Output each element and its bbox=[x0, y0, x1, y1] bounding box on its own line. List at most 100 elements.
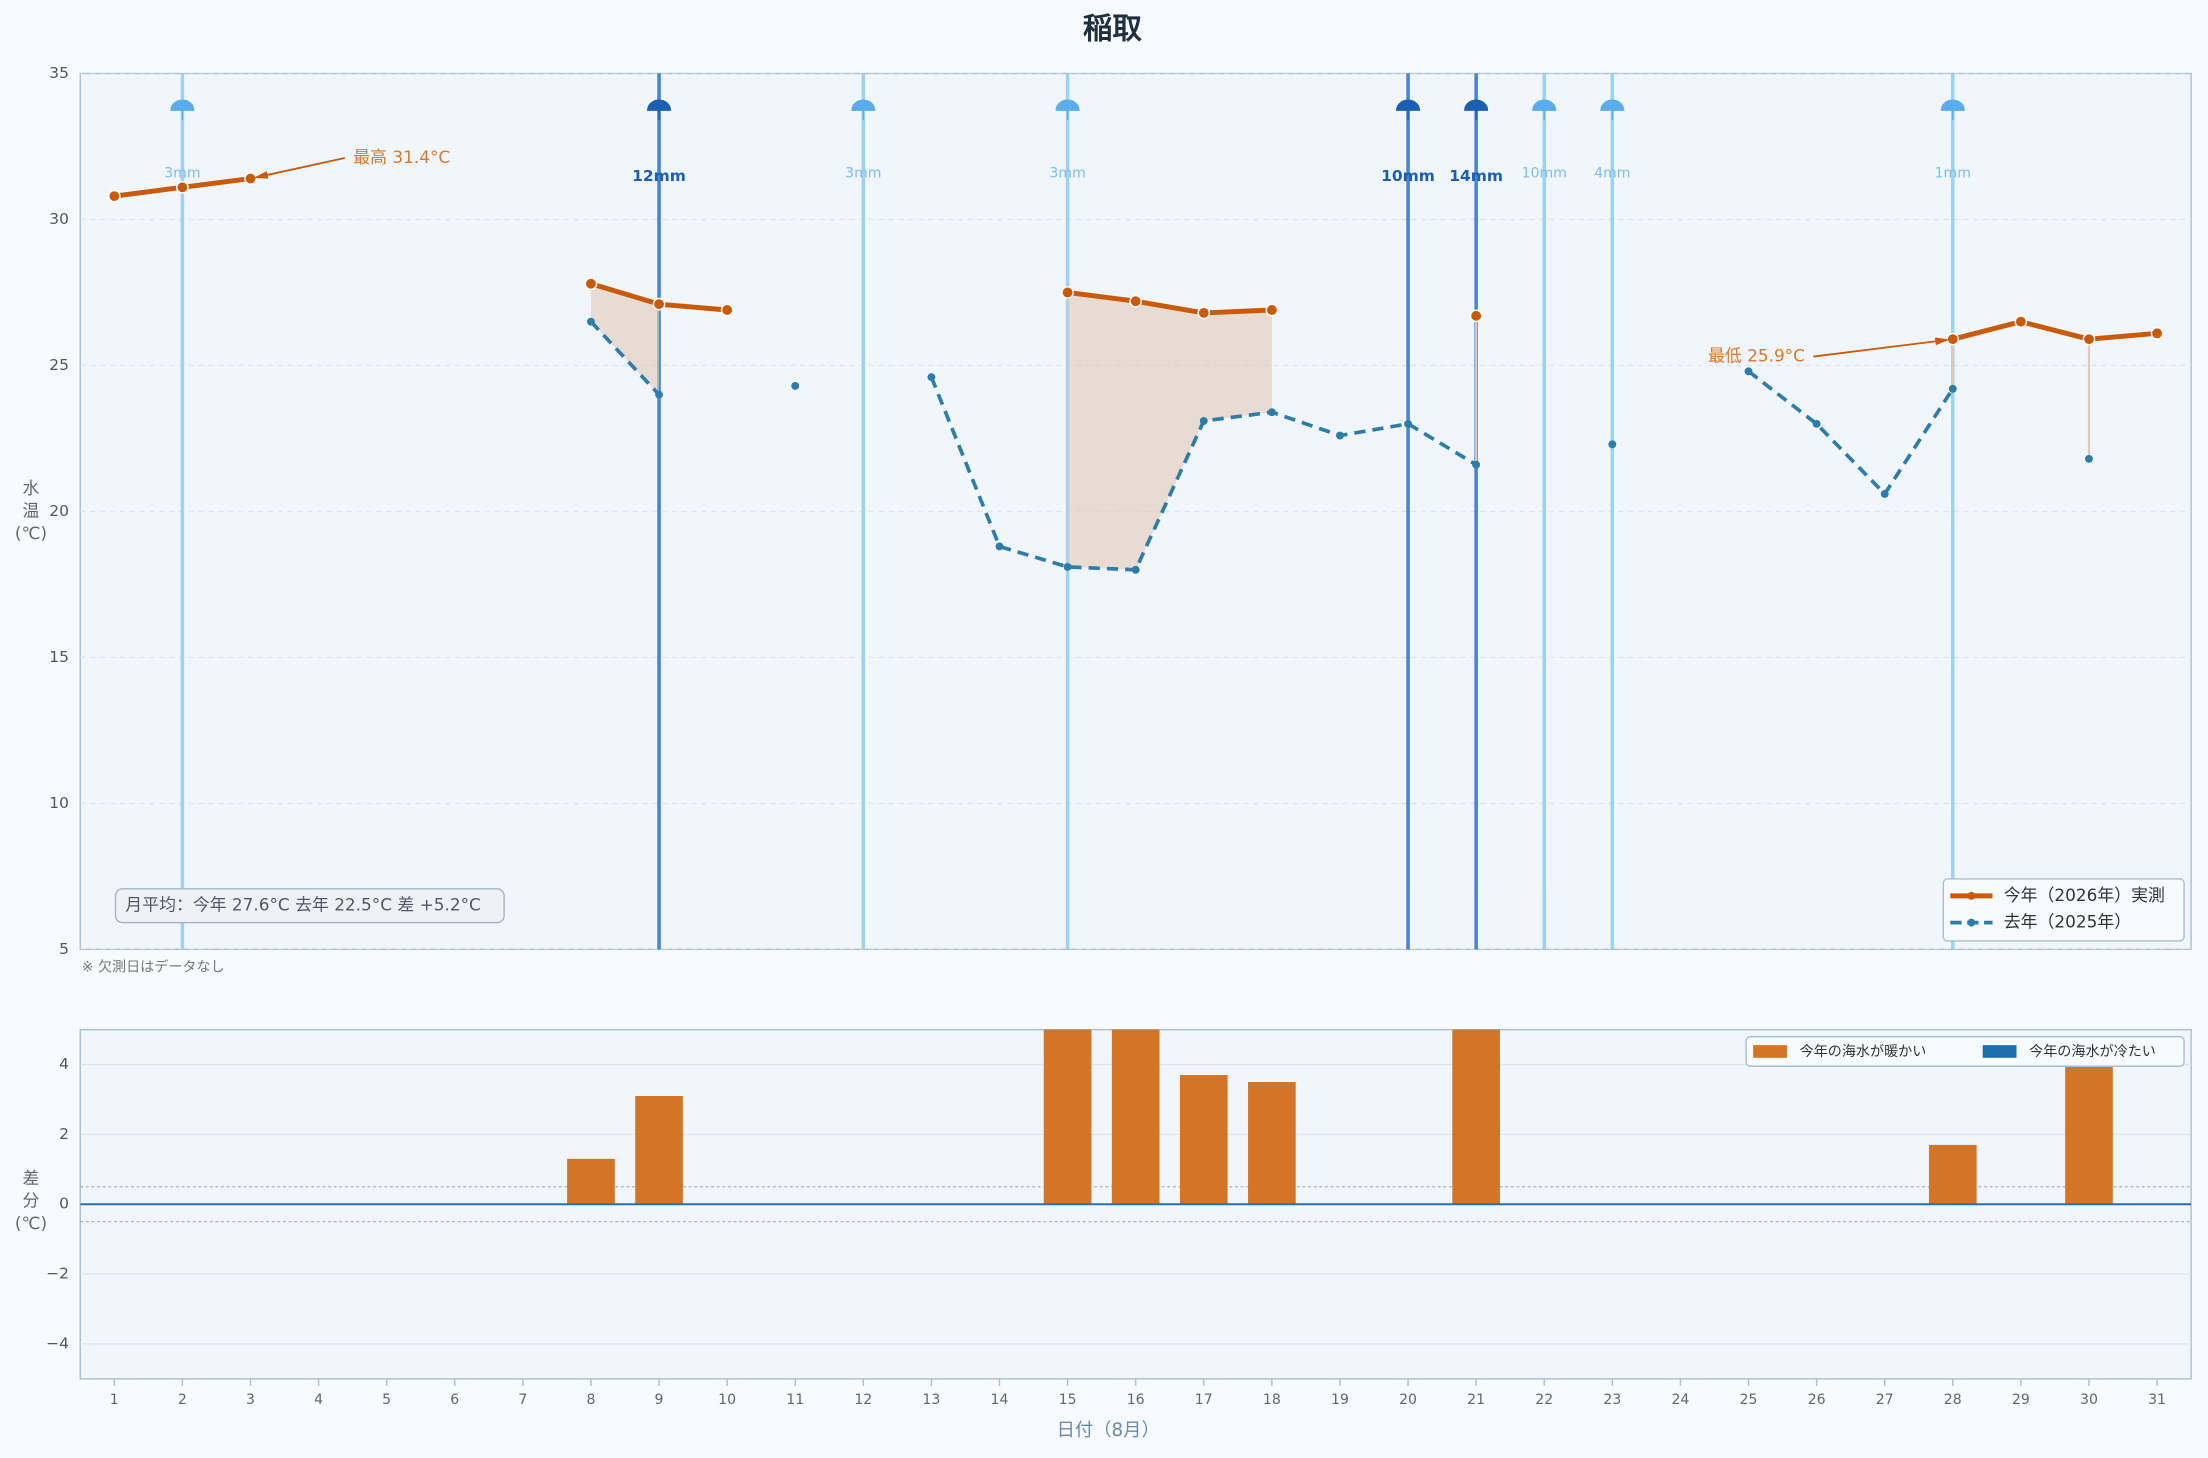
summary: 月平均：今年 27.6°C 去年 22.5°C 差 +5.2°C bbox=[125, 895, 480, 915]
annotation-arrowhead bbox=[1934, 337, 1950, 346]
series-marker bbox=[1608, 440, 1617, 449]
series-marker bbox=[720, 303, 734, 317]
x-tick-label: 29 bbox=[2012, 1392, 2030, 1408]
series-marker bbox=[1265, 303, 1279, 317]
series-marker bbox=[1948, 384, 1957, 393]
y-tick-label: 15 bbox=[49, 648, 69, 666]
y-tick-label: −4 bbox=[46, 1334, 69, 1352]
summary-box bbox=[114, 888, 505, 924]
series-marker bbox=[107, 189, 121, 203]
series-marker bbox=[927, 373, 936, 382]
series-marker bbox=[584, 277, 598, 291]
legend-swatch bbox=[1982, 1045, 2017, 1058]
series-marker bbox=[176, 181, 189, 194]
series-marker bbox=[791, 381, 800, 390]
y-axis-label: 水温(℃) bbox=[15, 478, 47, 543]
rain-label: 10mm bbox=[1522, 165, 1567, 181]
x-tick-label: 6 bbox=[450, 1392, 459, 1408]
series-marker bbox=[1880, 489, 1889, 498]
bar bbox=[567, 1158, 615, 1205]
series-marker bbox=[995, 542, 1004, 551]
rain-label: 4mm bbox=[1594, 165, 1630, 181]
x-tick-label: 28 bbox=[1944, 1392, 1962, 1408]
series-marker bbox=[655, 390, 663, 399]
annotation-arrow bbox=[1813, 339, 1945, 358]
x-tick-label: 4 bbox=[314, 1392, 323, 1408]
series-marker bbox=[1197, 306, 1211, 320]
x-tick-label: 1 bbox=[110, 1392, 119, 1408]
x-tick-label: 8 bbox=[586, 1392, 595, 1408]
x-tick-label: 14 bbox=[991, 1392, 1009, 1408]
bar bbox=[635, 1095, 683, 1205]
bar bbox=[1452, 1029, 1500, 1205]
bar bbox=[1043, 1029, 1092, 1205]
x-tick-label: 7 bbox=[518, 1392, 527, 1408]
x-tick-label: 26 bbox=[1808, 1392, 1826, 1408]
x-tick-label: 30 bbox=[2080, 1392, 2098, 1408]
x-tick-label: 27 bbox=[1876, 1392, 1894, 1408]
series-marker bbox=[2085, 454, 2093, 463]
x-tick-label: 22 bbox=[1535, 1392, 1553, 1408]
x-tick-label: 15 bbox=[1059, 1392, 1077, 1408]
series-marker bbox=[1744, 367, 1753, 376]
bar bbox=[1928, 1144, 1977, 1205]
series-marker bbox=[1336, 431, 1344, 440]
series-marker bbox=[652, 297, 666, 311]
series-marker bbox=[2150, 327, 2164, 340]
umbrella-icon bbox=[1940, 99, 1965, 120]
y-tick-label: 35 bbox=[49, 64, 69, 82]
umbrella-icon bbox=[170, 99, 195, 120]
y-tick-label: 20 bbox=[49, 502, 69, 520]
rain-label: 3mm bbox=[164, 165, 200, 181]
y-tick-label: 30 bbox=[49, 210, 69, 228]
umbrella-icon bbox=[1532, 99, 1557, 120]
rain-label: 1mm bbox=[1935, 165, 1971, 181]
x-tick-label: 13 bbox=[922, 1392, 940, 1408]
series-marker bbox=[1199, 416, 1208, 425]
legend-box bbox=[1745, 1035, 2185, 1067]
series-marker bbox=[1812, 419, 1821, 428]
y-tick-label: 0 bbox=[59, 1195, 69, 1213]
legend-label: 去年（2025年） bbox=[2004, 912, 2131, 932]
x-tick-label: 12 bbox=[854, 1392, 872, 1408]
series-marker bbox=[587, 317, 595, 326]
x-tick-label: 9 bbox=[655, 1392, 664, 1408]
y-tick-label: 4 bbox=[59, 1055, 69, 1073]
legend-swatch bbox=[1753, 1045, 1787, 1058]
y-tick-label: 10 bbox=[49, 794, 69, 812]
rain-label: 3mm bbox=[845, 165, 881, 181]
annotation-arrow bbox=[258, 157, 346, 178]
x-tick-label: 23 bbox=[1603, 1392, 1621, 1408]
x-tick-label: 16 bbox=[1127, 1392, 1145, 1408]
umbrella-icon bbox=[1464, 99, 1489, 120]
rain-label: 10mm bbox=[1381, 167, 1435, 185]
series-marker bbox=[2082, 332, 2096, 346]
rain-label: 14mm bbox=[1449, 167, 1503, 185]
series-marker bbox=[1469, 309, 1483, 323]
legend-label: 今年の海水が暖かい bbox=[1800, 1044, 1927, 1060]
umbrella-icon bbox=[1396, 99, 1421, 120]
series-marker bbox=[1061, 286, 1074, 299]
legend-swatch-marker bbox=[1967, 891, 1976, 900]
y-axis-label: 差分(℃) bbox=[15, 1168, 47, 1233]
series-marker bbox=[2014, 315, 2028, 329]
series-marker bbox=[1129, 294, 1143, 308]
umbrella-icon bbox=[647, 99, 672, 120]
x-tick-label: 19 bbox=[1331, 1392, 1349, 1408]
bar bbox=[1248, 1082, 1296, 1205]
x-tick-label: 31 bbox=[2148, 1392, 2166, 1408]
x-tick-label: 21 bbox=[1467, 1392, 1485, 1408]
y-tick-label: 5 bbox=[59, 940, 69, 958]
bottom-plot bbox=[80, 1029, 2192, 1345]
legend-swatch-marker bbox=[1967, 918, 1976, 927]
umbrella-icon bbox=[1600, 99, 1625, 120]
x-tick-label: 17 bbox=[1195, 1392, 1213, 1408]
y-tick-label: 25 bbox=[49, 356, 69, 374]
umbrella-icon bbox=[851, 99, 876, 120]
chart-title: 稲取 bbox=[1083, 11, 1143, 45]
x-tick-label: 25 bbox=[1740, 1392, 1758, 1408]
annotation: 最低 25.9°C bbox=[1708, 346, 1805, 366]
series-marker bbox=[1404, 419, 1412, 428]
